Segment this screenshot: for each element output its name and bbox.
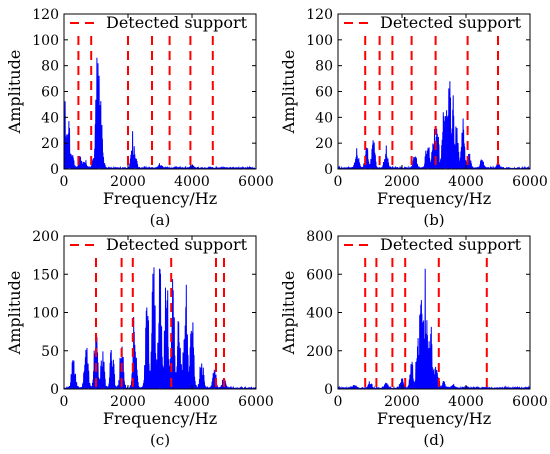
legend-label: Detected support [106, 235, 248, 254]
x-tick-label: 0 [334, 174, 343, 190]
spectrum-line [64, 57, 256, 169]
axes-frame [63, 13, 257, 170]
x-tick-label: 2000 [384, 394, 420, 410]
y-tick-label: 0 [50, 162, 59, 178]
y-tick-label: 200 [32, 229, 59, 245]
x-tick-label: 4000 [448, 174, 484, 190]
legend-background [65, 237, 255, 255]
y-tick-label: 100 [306, 33, 333, 49]
spectrum-line [338, 81, 530, 169]
spectrum-line [64, 267, 256, 389]
y-axis-label: Amplitude [279, 271, 298, 356]
chart-panel-a: Detected support 0 2000 4000 6000 0 20 40 60 80 10… [5, 7, 274, 229]
panel-caption: (c) [150, 431, 170, 449]
panel-caption: (b) [423, 211, 444, 229]
legend-label: Detected support [380, 235, 522, 254]
y-tick-label: 0 [324, 382, 333, 398]
axes-frame [337, 235, 531, 390]
y-tick-label: 400 [306, 306, 333, 322]
legend-label: Detected support [380, 13, 522, 32]
y-tick-label: 20 [41, 136, 59, 152]
x-axis-label: Frequency/Hz [103, 409, 217, 428]
y-tick-label: 150 [32, 267, 59, 283]
x-tick-label: 0 [60, 394, 69, 410]
y-tick-label: 200 [306, 344, 333, 360]
y-tick-label: 40 [41, 110, 59, 126]
y-axis-label: Amplitude [5, 271, 24, 356]
y-tick-label: 60 [41, 85, 59, 101]
y-tick-label: 100 [32, 33, 59, 49]
y-tick-label: 80 [41, 59, 59, 75]
legend: Detected support [65, 235, 255, 255]
y-tick-label: 120 [306, 7, 333, 23]
x-axis-label: Frequency/Hz [377, 409, 491, 428]
y-tick-label: 100 [32, 306, 59, 322]
y-tick-label: 20 [315, 136, 333, 152]
chart-panel-b: Detected support 0 2000 4000 6000 0 20 40 60 80 10… [279, 7, 548, 229]
y-tick-label: 800 [306, 229, 333, 245]
x-tick-label: 4000 [448, 394, 484, 410]
x-tick-label: 2000 [110, 174, 146, 190]
x-tick-label: 6000 [512, 174, 548, 190]
y-tick-label: 40 [315, 110, 333, 126]
spectrum-line [338, 268, 530, 389]
y-axis-label: Amplitude [279, 50, 298, 135]
legend: Detected support [339, 13, 529, 33]
y-tick-label: 80 [315, 59, 333, 75]
x-tick-label: 4000 [174, 174, 210, 190]
y-tick-label: 60 [315, 85, 333, 101]
x-tick-label: 0 [60, 174, 69, 190]
x-tick-label: 2000 [384, 174, 420, 190]
x-axis-label: Frequency/Hz [377, 189, 491, 208]
legend: Detected support [339, 235, 529, 255]
x-tick-label: 4000 [174, 394, 210, 410]
x-tick-label: 6000 [238, 174, 274, 190]
y-tick-label: 0 [50, 382, 59, 398]
legend: Detected support [65, 13, 255, 33]
y-tick-label: 50 [41, 344, 59, 360]
chart-panel-c: Detected support 0 2000 4000 6000 0 50 100 150 20… [5, 229, 274, 449]
legend-background [65, 15, 255, 33]
chart-panel-d: Detected support 0 2000 4000 6000 0 200 400 600 8… [279, 229, 548, 449]
y-tick-label: 600 [306, 267, 333, 283]
y-tick-label: 120 [32, 7, 59, 23]
panel-caption: (d) [423, 431, 444, 449]
x-tick-label: 0 [334, 394, 343, 410]
legend-background [339, 15, 529, 33]
x-tick-label: 2000 [110, 394, 146, 410]
y-tick-label: 0 [324, 162, 333, 178]
x-tick-label: 6000 [238, 394, 274, 410]
y-axis-label: Amplitude [5, 50, 24, 135]
x-tick-label: 6000 [512, 394, 548, 410]
panel-caption: (a) [150, 211, 171, 229]
legend-background [339, 237, 529, 255]
legend-label: Detected support [106, 13, 248, 32]
x-axis-label: Frequency/Hz [103, 189, 217, 208]
